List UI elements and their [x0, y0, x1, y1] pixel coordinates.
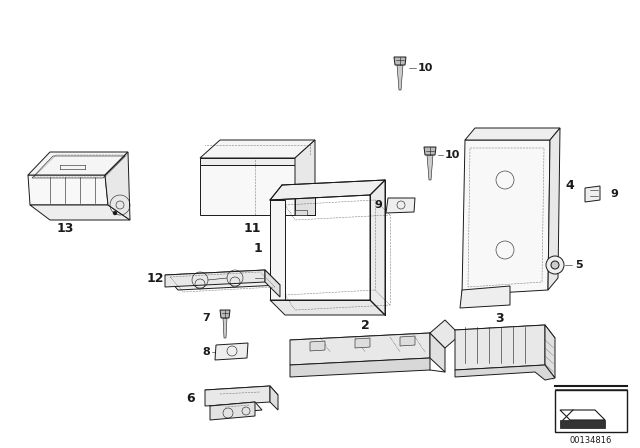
Polygon shape: [545, 325, 555, 378]
Polygon shape: [265, 270, 280, 297]
Polygon shape: [210, 402, 262, 414]
Polygon shape: [370, 180, 385, 315]
Text: 00134816: 00134816: [570, 435, 612, 444]
Polygon shape: [165, 270, 280, 290]
Text: 12: 12: [147, 271, 164, 284]
Polygon shape: [165, 270, 265, 287]
Polygon shape: [28, 152, 128, 175]
Polygon shape: [455, 325, 545, 370]
Polygon shape: [462, 140, 550, 295]
Polygon shape: [430, 333, 445, 372]
Text: 10: 10: [418, 63, 433, 73]
Polygon shape: [465, 128, 560, 140]
Circle shape: [113, 211, 117, 215]
Polygon shape: [585, 186, 600, 202]
Polygon shape: [290, 333, 430, 365]
Circle shape: [551, 261, 559, 269]
Text: 7: 7: [202, 313, 210, 323]
Polygon shape: [295, 140, 315, 215]
Circle shape: [546, 256, 564, 274]
Polygon shape: [394, 57, 406, 65]
Polygon shape: [560, 420, 605, 428]
Polygon shape: [355, 338, 370, 348]
Polygon shape: [548, 128, 560, 290]
Polygon shape: [30, 205, 130, 220]
Polygon shape: [310, 341, 325, 351]
Polygon shape: [295, 210, 307, 215]
Polygon shape: [270, 300, 385, 315]
Text: 9: 9: [374, 200, 382, 210]
Polygon shape: [290, 358, 430, 377]
Polygon shape: [205, 386, 278, 399]
Polygon shape: [455, 365, 555, 380]
Polygon shape: [215, 343, 248, 360]
Polygon shape: [460, 286, 510, 308]
Polygon shape: [424, 147, 436, 155]
Text: 1: 1: [253, 241, 262, 254]
Text: 2: 2: [360, 319, 369, 332]
Text: 8: 8: [202, 347, 210, 357]
Polygon shape: [200, 158, 295, 165]
Polygon shape: [555, 390, 627, 432]
Text: 11: 11: [243, 221, 260, 234]
Polygon shape: [455, 325, 555, 343]
Polygon shape: [210, 402, 255, 420]
Polygon shape: [400, 336, 415, 346]
Text: 3: 3: [496, 311, 504, 324]
Text: 13: 13: [56, 221, 74, 234]
Polygon shape: [28, 175, 108, 205]
Polygon shape: [386, 198, 415, 213]
Polygon shape: [200, 140, 315, 158]
Polygon shape: [427, 155, 433, 180]
Polygon shape: [205, 386, 270, 406]
Polygon shape: [200, 165, 295, 215]
Text: 5: 5: [575, 260, 582, 270]
Text: 6: 6: [186, 392, 195, 405]
Polygon shape: [105, 152, 130, 220]
Polygon shape: [397, 65, 403, 90]
Polygon shape: [290, 333, 445, 355]
Polygon shape: [270, 180, 385, 200]
Polygon shape: [220, 310, 230, 318]
Polygon shape: [270, 200, 285, 300]
Text: 10: 10: [445, 150, 460, 160]
Text: 4: 4: [566, 178, 574, 191]
Polygon shape: [430, 320, 460, 348]
Polygon shape: [295, 197, 315, 215]
Polygon shape: [270, 386, 278, 410]
Polygon shape: [223, 318, 227, 338]
Text: 9: 9: [610, 189, 618, 199]
